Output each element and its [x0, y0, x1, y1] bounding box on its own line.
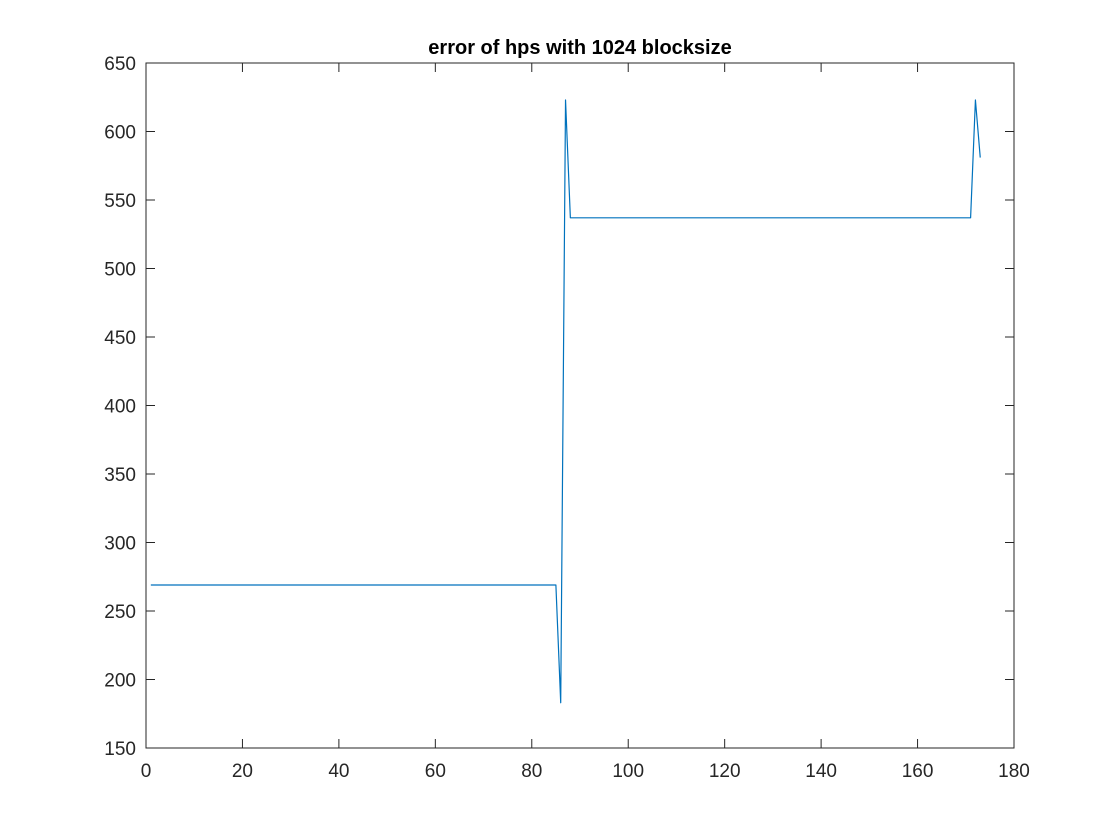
x-tick-label: 140 [805, 761, 837, 782]
y-tick-label: 650 [104, 54, 136, 75]
plot-area: 0 20 40 60 80 100 120 140 160 180 150 200 250 300 350 4… [104, 54, 1030, 782]
x-tick-label: 0 [141, 761, 152, 782]
axes-box [145, 62, 1015, 749]
x-tick-label: 120 [709, 761, 741, 782]
x-tick-label: 180 [998, 761, 1030, 782]
x-tick-label: 100 [612, 761, 644, 782]
chart-title: error of hps with 1024 blocksize [428, 37, 731, 59]
y-tick-label: 550 [104, 191, 136, 212]
y-tick-label: 150 [104, 739, 136, 760]
y-tick-label: 400 [104, 397, 136, 418]
x-tick-label: 60 [425, 761, 446, 782]
y-tick-label: 200 [104, 671, 136, 692]
y-tick-label: 350 [104, 465, 136, 486]
x-tick-label: 20 [232, 761, 253, 782]
y-tick-label: 250 [104, 602, 136, 623]
x-tick-label: 40 [328, 761, 349, 782]
x-tick-label: 80 [521, 761, 542, 782]
y-tick-label: 300 [104, 534, 136, 555]
y-tick-label: 500 [104, 260, 136, 281]
x-tick-label: 160 [902, 761, 934, 782]
y-tick-label: 600 [104, 123, 136, 144]
y-tick-label: 450 [104, 328, 136, 349]
series-line-1 [150, 99, 981, 704]
